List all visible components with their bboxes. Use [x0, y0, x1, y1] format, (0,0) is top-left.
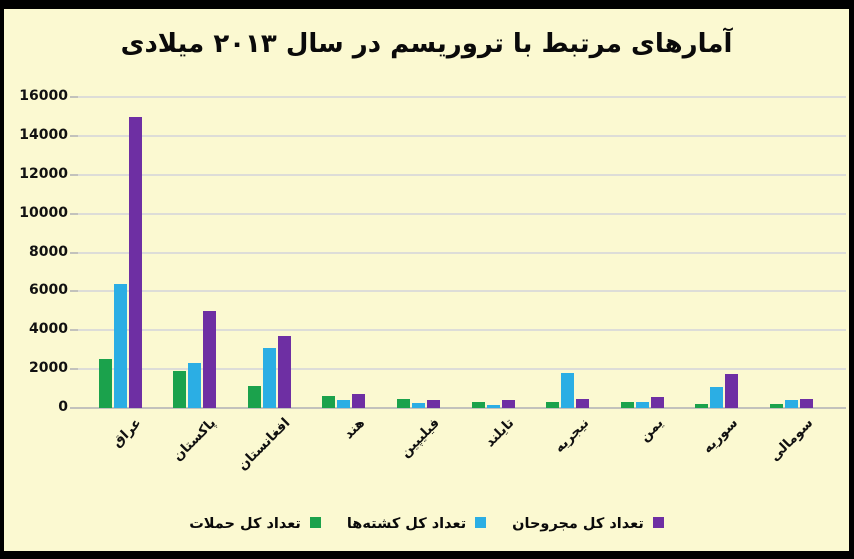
- bar-تایلند-تعداد کل مجروحان: [501, 400, 515, 408]
- legend-swatch-icon: [652, 517, 664, 528]
- bar-افغانستان-تعداد کل مجروحان: [277, 335, 291, 408]
- y-axis-tick-label: 2000: [29, 360, 68, 377]
- y-axis-tick-label: 4000: [29, 321, 68, 338]
- y-axis-tick-16000: [70, 96, 78, 98]
- gridline-4000: [78, 329, 846, 332]
- legend-label: تعداد کل حملات: [189, 516, 301, 532]
- legend-item-2: تعداد کل مجروحان: [512, 514, 664, 534]
- bar-عراق-تعداد کل حملات: [98, 359, 112, 408]
- bar-سومالی-تعداد کل حملات: [769, 404, 783, 408]
- bar-نیجریه-تعداد کل کشته‌ها: [561, 372, 575, 408]
- legend: تعداد کل حملات تعداد کل کشته‌ها تعداد کل م…: [4, 514, 849, 534]
- bar-عراق-تعداد کل کشته‌ها: [113, 283, 127, 408]
- y-axis-tick-10000: [70, 212, 78, 215]
- bar-فیلیپین-تعداد کل حملات: [396, 399, 410, 408]
- bar-یمن-تعداد کل کشته‌ها: [635, 402, 649, 408]
- y-axis-tick-label: 16000: [19, 88, 68, 104]
- legend-swatch-icon: [309, 517, 321, 528]
- x-axis-category-label: تایلند: [481, 415, 518, 451]
- gridline-6000: [78, 290, 846, 293]
- chart-title: آمارهای مرتبط با تروریسم در سال ۲۰۱۳ میل…: [120, 29, 733, 59]
- legend-label: تعداد کل مجروحان: [512, 516, 644, 532]
- bar-پاکستان-تعداد کل حملات: [173, 370, 187, 408]
- bar-هند-تعداد کل مجروحان: [352, 394, 366, 408]
- bar-هند-تعداد کل کشته‌ها: [337, 400, 351, 408]
- y-axis-tick-2000: [70, 368, 78, 371]
- bar-سومالی-تعداد کل کشته‌ها: [784, 400, 798, 408]
- x-axis-category-label: افغانستان: [234, 415, 294, 474]
- legend-item-0: تعداد کل حملات: [189, 514, 321, 534]
- bar-فیلیپین-تعداد کل مجروحان: [426, 400, 440, 408]
- x-axis-category-label: سومالی: [766, 415, 816, 465]
- bar-یمن-تعداد کل مجروحان: [650, 397, 664, 408]
- y-axis-tick-label: 14000: [19, 126, 68, 143]
- bar-عراق-تعداد کل مجروحان: [128, 117, 142, 408]
- bar-تایلند-تعداد کل کشته‌ها: [486, 405, 500, 408]
- gridline-14000: [78, 134, 846, 137]
- bar-سوریه-تعداد کل کشته‌ها: [710, 387, 724, 408]
- y-axis-tick-label: 6000: [29, 282, 68, 299]
- chart-canvas: آمارهای مرتبط با تروریسم در سال ۲۰۱۳ میل…: [4, 9, 849, 551]
- gridline-8000: [78, 251, 846, 254]
- y-axis-tick-12000: [70, 173, 78, 176]
- bar-نیجریه-تعداد کل حملات: [546, 402, 560, 408]
- bar-یمن-تعداد کل حملات: [620, 402, 634, 408]
- bar-هند-تعداد کل حملات: [322, 395, 336, 408]
- x-axis-category-label: عراق: [108, 415, 145, 451]
- bar-سومالی-تعداد کل مجروحان: [799, 399, 813, 408]
- x-axis-category-label: فیلیپین: [397, 415, 443, 461]
- y-axis-tick-0: [70, 407, 78, 409]
- legend-label: تعداد کل کشته‌ها: [346, 516, 467, 532]
- bar-سوریه-تعداد کل مجروحان: [725, 373, 739, 408]
- bar-پاکستان-تعداد کل مجروحان: [203, 311, 217, 408]
- x-axis-category-label: پاکستان: [169, 415, 219, 465]
- x-axis-category-label: هند: [340, 415, 369, 443]
- y-axis-tick-6000: [70, 290, 78, 293]
- bar-سوریه-تعداد کل حملات: [695, 403, 709, 408]
- y-axis-tick-4000: [70, 329, 78, 332]
- bar-افغانستان-تعداد کل حملات: [247, 385, 261, 408]
- x-axis-category-label: سوریه: [699, 415, 742, 457]
- y-axis-tick-14000: [70, 134, 78, 137]
- bar-فیلیپین-تعداد کل کشته‌ها: [411, 402, 425, 408]
- y-axis-tick-label: 8000: [29, 243, 68, 260]
- bar-افغانستان-تعداد کل کشته‌ها: [262, 347, 276, 408]
- gridline-2000: [78, 368, 846, 371]
- y-axis-tick-label: 12000: [19, 165, 68, 182]
- x-axis-category-label: یمن: [636, 415, 667, 445]
- legend-item-1: تعداد کل کشته‌ها: [346, 514, 487, 534]
- y-axis-tick-label: 0: [58, 399, 68, 415]
- gridline-10000: [78, 212, 846, 215]
- bar-تایلند-تعداد کل حملات: [471, 401, 485, 408]
- x-axis-category-label: نیجریه: [550, 415, 592, 456]
- gridline-0: [78, 407, 846, 409]
- legend-swatch-icon: [475, 517, 487, 528]
- gridline-12000: [78, 173, 846, 176]
- bar-پاکستان-تعداد کل کشته‌ها: [188, 363, 202, 408]
- gridline-16000: [78, 96, 846, 98]
- y-axis-tick-8000: [70, 251, 78, 254]
- y-axis-tick-label: 10000: [19, 204, 68, 221]
- bar-نیجریه-تعداد کل مجروحان: [576, 399, 590, 408]
